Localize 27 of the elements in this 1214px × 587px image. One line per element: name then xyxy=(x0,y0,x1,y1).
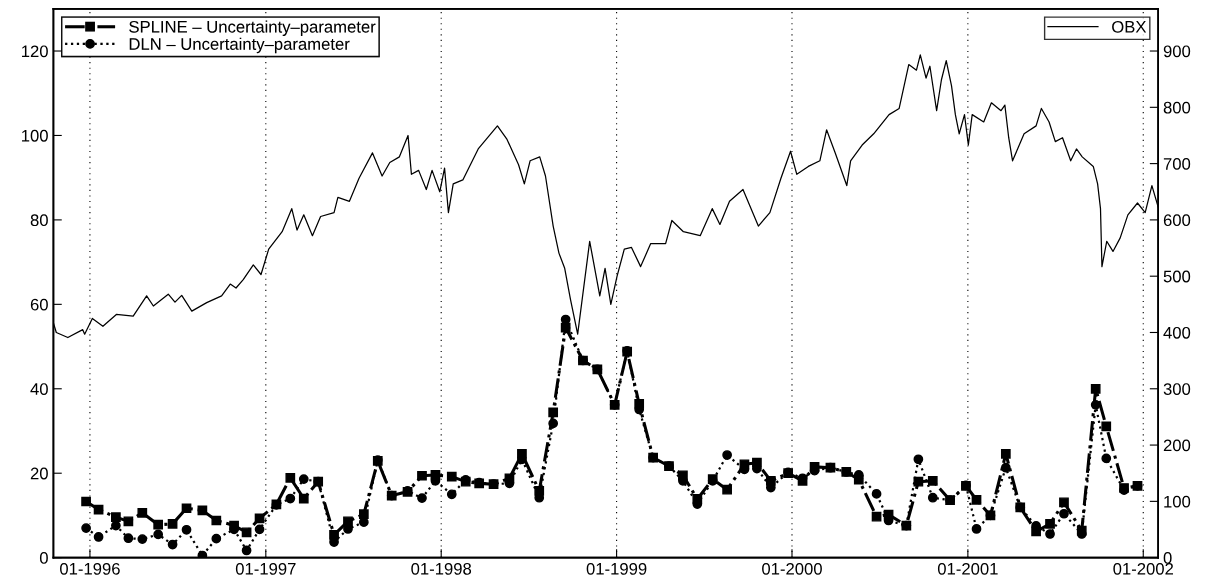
x-tick-label: 01-1996 xyxy=(60,562,120,575)
legend-label: DLN – Uncertainty–parameter xyxy=(129,37,350,54)
y2-tick-label: 100 xyxy=(1164,495,1191,508)
y2-tick-label: 0 xyxy=(1163,552,1172,564)
y-tick-label: 20 xyxy=(30,467,48,480)
x-tick-label: 01-2002 xyxy=(1113,562,1174,575)
x-tick-label: 01-1999 xyxy=(586,562,647,575)
x-tick-label: 01-2000 xyxy=(762,562,822,575)
y2-tick-label: 600 xyxy=(1163,214,1191,227)
y-tick-label: 120 xyxy=(22,45,48,58)
y-tick-label: 80 xyxy=(30,214,48,227)
legend-label: OBX xyxy=(1112,20,1147,33)
y2-tick-label: 900 xyxy=(1163,45,1191,58)
x-tick-label: 01-2001 xyxy=(937,562,998,575)
x-tick-label: 01-1998 xyxy=(411,562,472,575)
y2-tick-label: 300 xyxy=(1163,383,1191,395)
y-tick-label: 0 xyxy=(39,552,48,564)
y-tick-label: 60 xyxy=(30,298,48,311)
x-tick-label: 01-1997 xyxy=(235,562,296,575)
y2-tick-label: 800 xyxy=(1163,101,1191,114)
y2-tick-label: 700 xyxy=(1163,158,1191,170)
legend-label: SPLINE – Uncertainty–parameter xyxy=(129,20,376,37)
y2-tick-label: 400 xyxy=(1163,326,1191,339)
y-tick-label: 40 xyxy=(30,383,48,395)
y2-tick-label: 500 xyxy=(1163,270,1191,283)
y2-tick-label: 200 xyxy=(1163,439,1191,452)
y-tick-label: 100 xyxy=(22,129,48,142)
